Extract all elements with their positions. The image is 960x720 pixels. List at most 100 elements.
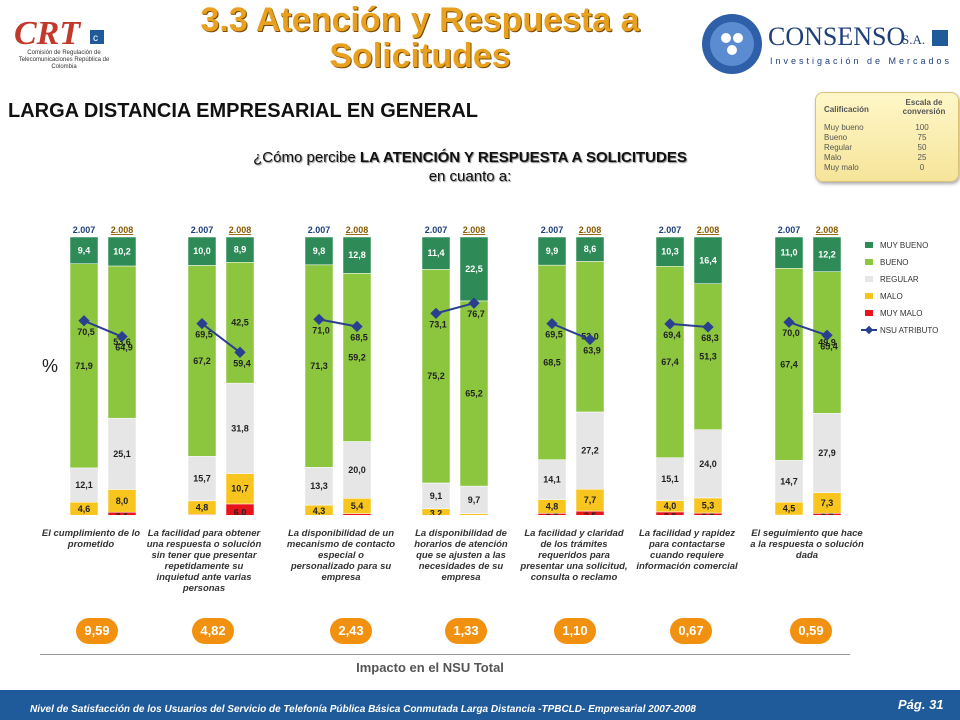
impact-badge: 4,82 bbox=[192, 618, 234, 644]
year-label: 2.008 bbox=[579, 225, 602, 235]
legend-label: NSU ATRIBUTO bbox=[880, 326, 938, 335]
bar-segment-bueno bbox=[304, 264, 334, 468]
bar-segment-regular bbox=[693, 429, 723, 499]
segment-label: 7,7 bbox=[584, 495, 597, 505]
impact-badge: 0,59 bbox=[790, 618, 832, 644]
segment-label: 68,5 bbox=[543, 357, 561, 367]
segment-label: 10,7 bbox=[231, 484, 249, 494]
page-title: 3.3 Atención y Respuesta a Solicitudes bbox=[200, 1, 640, 75]
segment-label: 14,7 bbox=[780, 476, 798, 486]
nsu-marker bbox=[702, 321, 714, 333]
bar-segment-muy-bueno bbox=[774, 236, 804, 269]
segment-label: 22,5 bbox=[465, 264, 483, 274]
segment-label: 27,9 bbox=[818, 448, 836, 458]
nsu-line bbox=[788, 321, 828, 337]
page-number: Pág. 31 bbox=[898, 697, 944, 712]
segment-label: 71,9 bbox=[75, 361, 93, 371]
impact-badge: 2,43 bbox=[330, 618, 372, 644]
nsu-line bbox=[318, 318, 358, 328]
bar-segment-bueno bbox=[655, 266, 685, 458]
bar-segment-bueno bbox=[69, 263, 99, 469]
nsu-label: 69,5 bbox=[545, 330, 563, 340]
segment-label: 20,0 bbox=[348, 465, 366, 475]
segment-label: 9,7 bbox=[468, 495, 481, 505]
bar-segment-muy-bueno bbox=[693, 236, 723, 284]
svg-text:c: c bbox=[93, 33, 98, 44]
segment-label: 9,8 bbox=[313, 246, 326, 256]
crt-logo: CRT c Comisión de Regulación de Telecomu… bbox=[8, 8, 118, 80]
segment-label: 8,9 bbox=[234, 245, 247, 255]
segment-label: 12,1 bbox=[75, 480, 93, 490]
legend-nsu-marker bbox=[864, 325, 874, 335]
bar-segment-regular bbox=[459, 485, 489, 514]
impact-badge: 1,33 bbox=[445, 618, 487, 644]
consenso-logo: CONSENSO S.A. Investigación de Mercados bbox=[700, 8, 955, 78]
bar-segment-regular bbox=[69, 467, 99, 503]
segment-label: 9,4 bbox=[78, 245, 91, 255]
legend-label: MALO bbox=[880, 292, 903, 301]
nsu-line bbox=[83, 319, 123, 338]
segment-label: 8,0 bbox=[116, 496, 129, 506]
segment-label: 15,1 bbox=[661, 474, 679, 484]
consenso-name: CONSENSO bbox=[768, 22, 906, 51]
segment-label: 27,2 bbox=[581, 446, 599, 456]
segment-label: 2,8 bbox=[702, 512, 715, 515]
year-label: 2.008 bbox=[816, 225, 839, 235]
nsu-label: 73,1 bbox=[429, 319, 447, 329]
bar-segment-bueno bbox=[537, 264, 567, 460]
segment-label: 14,1 bbox=[543, 475, 561, 485]
bar-segment-regular bbox=[774, 460, 804, 503]
nsu-label: 70,0 bbox=[782, 328, 800, 338]
segment-label: 5,3 bbox=[702, 500, 715, 510]
segment-label: 4,3 bbox=[313, 506, 326, 515]
year-label: 2.008 bbox=[697, 225, 720, 235]
nsu-marker bbox=[584, 333, 596, 346]
bar-segment-muy-bueno bbox=[342, 236, 372, 274]
year-label: 2.007 bbox=[778, 225, 801, 235]
nsu-label: 64,9 bbox=[115, 343, 133, 353]
segment-label: 11,0 bbox=[780, 248, 797, 258]
category-label: El cumplimiento de lo prometido bbox=[41, 528, 141, 550]
year-label: 2.007 bbox=[659, 225, 682, 235]
nsu-label: 63,9 bbox=[583, 346, 601, 356]
nsu-label: 65,4 bbox=[820, 341, 838, 351]
segment-label: 67,2 bbox=[193, 356, 211, 366]
bar-segment-bueno bbox=[421, 269, 451, 484]
nsu-marker bbox=[313, 313, 325, 326]
segment-label: 42,5 bbox=[231, 318, 249, 328]
stacked-bar-chart: 4,612,171,99,42.00770,53,18,025,153,610,… bbox=[69, 225, 938, 515]
nsu-label: 69,4 bbox=[663, 330, 681, 340]
segment-label: 10,0 bbox=[193, 246, 211, 256]
rating-col-escala: Escala de conversión bbox=[902, 98, 946, 116]
bar-segment-muy-bueno bbox=[459, 236, 489, 302]
nsu-marker bbox=[783, 316, 795, 328]
segment-label: 10,2 bbox=[113, 246, 131, 256]
section-subtitle: LARGA DISTANCIA EMPRESARIAL EN GENERAL bbox=[8, 100, 479, 122]
rating-row: Muy bueno 100 bbox=[824, 123, 929, 132]
question-prefix: ¿Cómo percibe bbox=[253, 149, 360, 166]
bar-segment-regular bbox=[655, 457, 685, 501]
question-bold: LA ATENCIÓN Y RESPUESTA A SOLICITUDES bbox=[359, 149, 687, 166]
footer-bar bbox=[0, 690, 960, 720]
rating-row: Malo 25 bbox=[824, 153, 927, 162]
nsu-label: 70,5 bbox=[77, 327, 95, 337]
year-label: 2.008 bbox=[229, 225, 252, 235]
segment-label: 71,3 bbox=[310, 361, 328, 371]
segment-label: 4,8 bbox=[546, 502, 559, 512]
footer-text: Nivel de Satisfacción de los Usuarios de… bbox=[30, 704, 696, 715]
year-label: 2.007 bbox=[191, 225, 214, 235]
segment-label: 3,1 bbox=[116, 512, 129, 515]
nsu-line bbox=[669, 322, 709, 329]
bar-segment-regular bbox=[107, 417, 137, 490]
impact-title: Impacto en el NSU Total bbox=[356, 660, 504, 675]
impact-badge: 9,59 bbox=[76, 618, 118, 644]
bar-segment-regular bbox=[304, 467, 334, 506]
bar-segment-bueno bbox=[342, 273, 372, 442]
crt-logo-text: CRT bbox=[14, 15, 81, 52]
segment-label: 2,7 bbox=[546, 512, 559, 515]
nsu-label: 71,0 bbox=[312, 325, 330, 335]
segment-label: 15,7 bbox=[193, 474, 211, 484]
bar-segment-muy-bueno bbox=[655, 236, 685, 267]
year-label: 2.007 bbox=[73, 225, 96, 235]
segment-label: 31,8 bbox=[231, 423, 249, 433]
